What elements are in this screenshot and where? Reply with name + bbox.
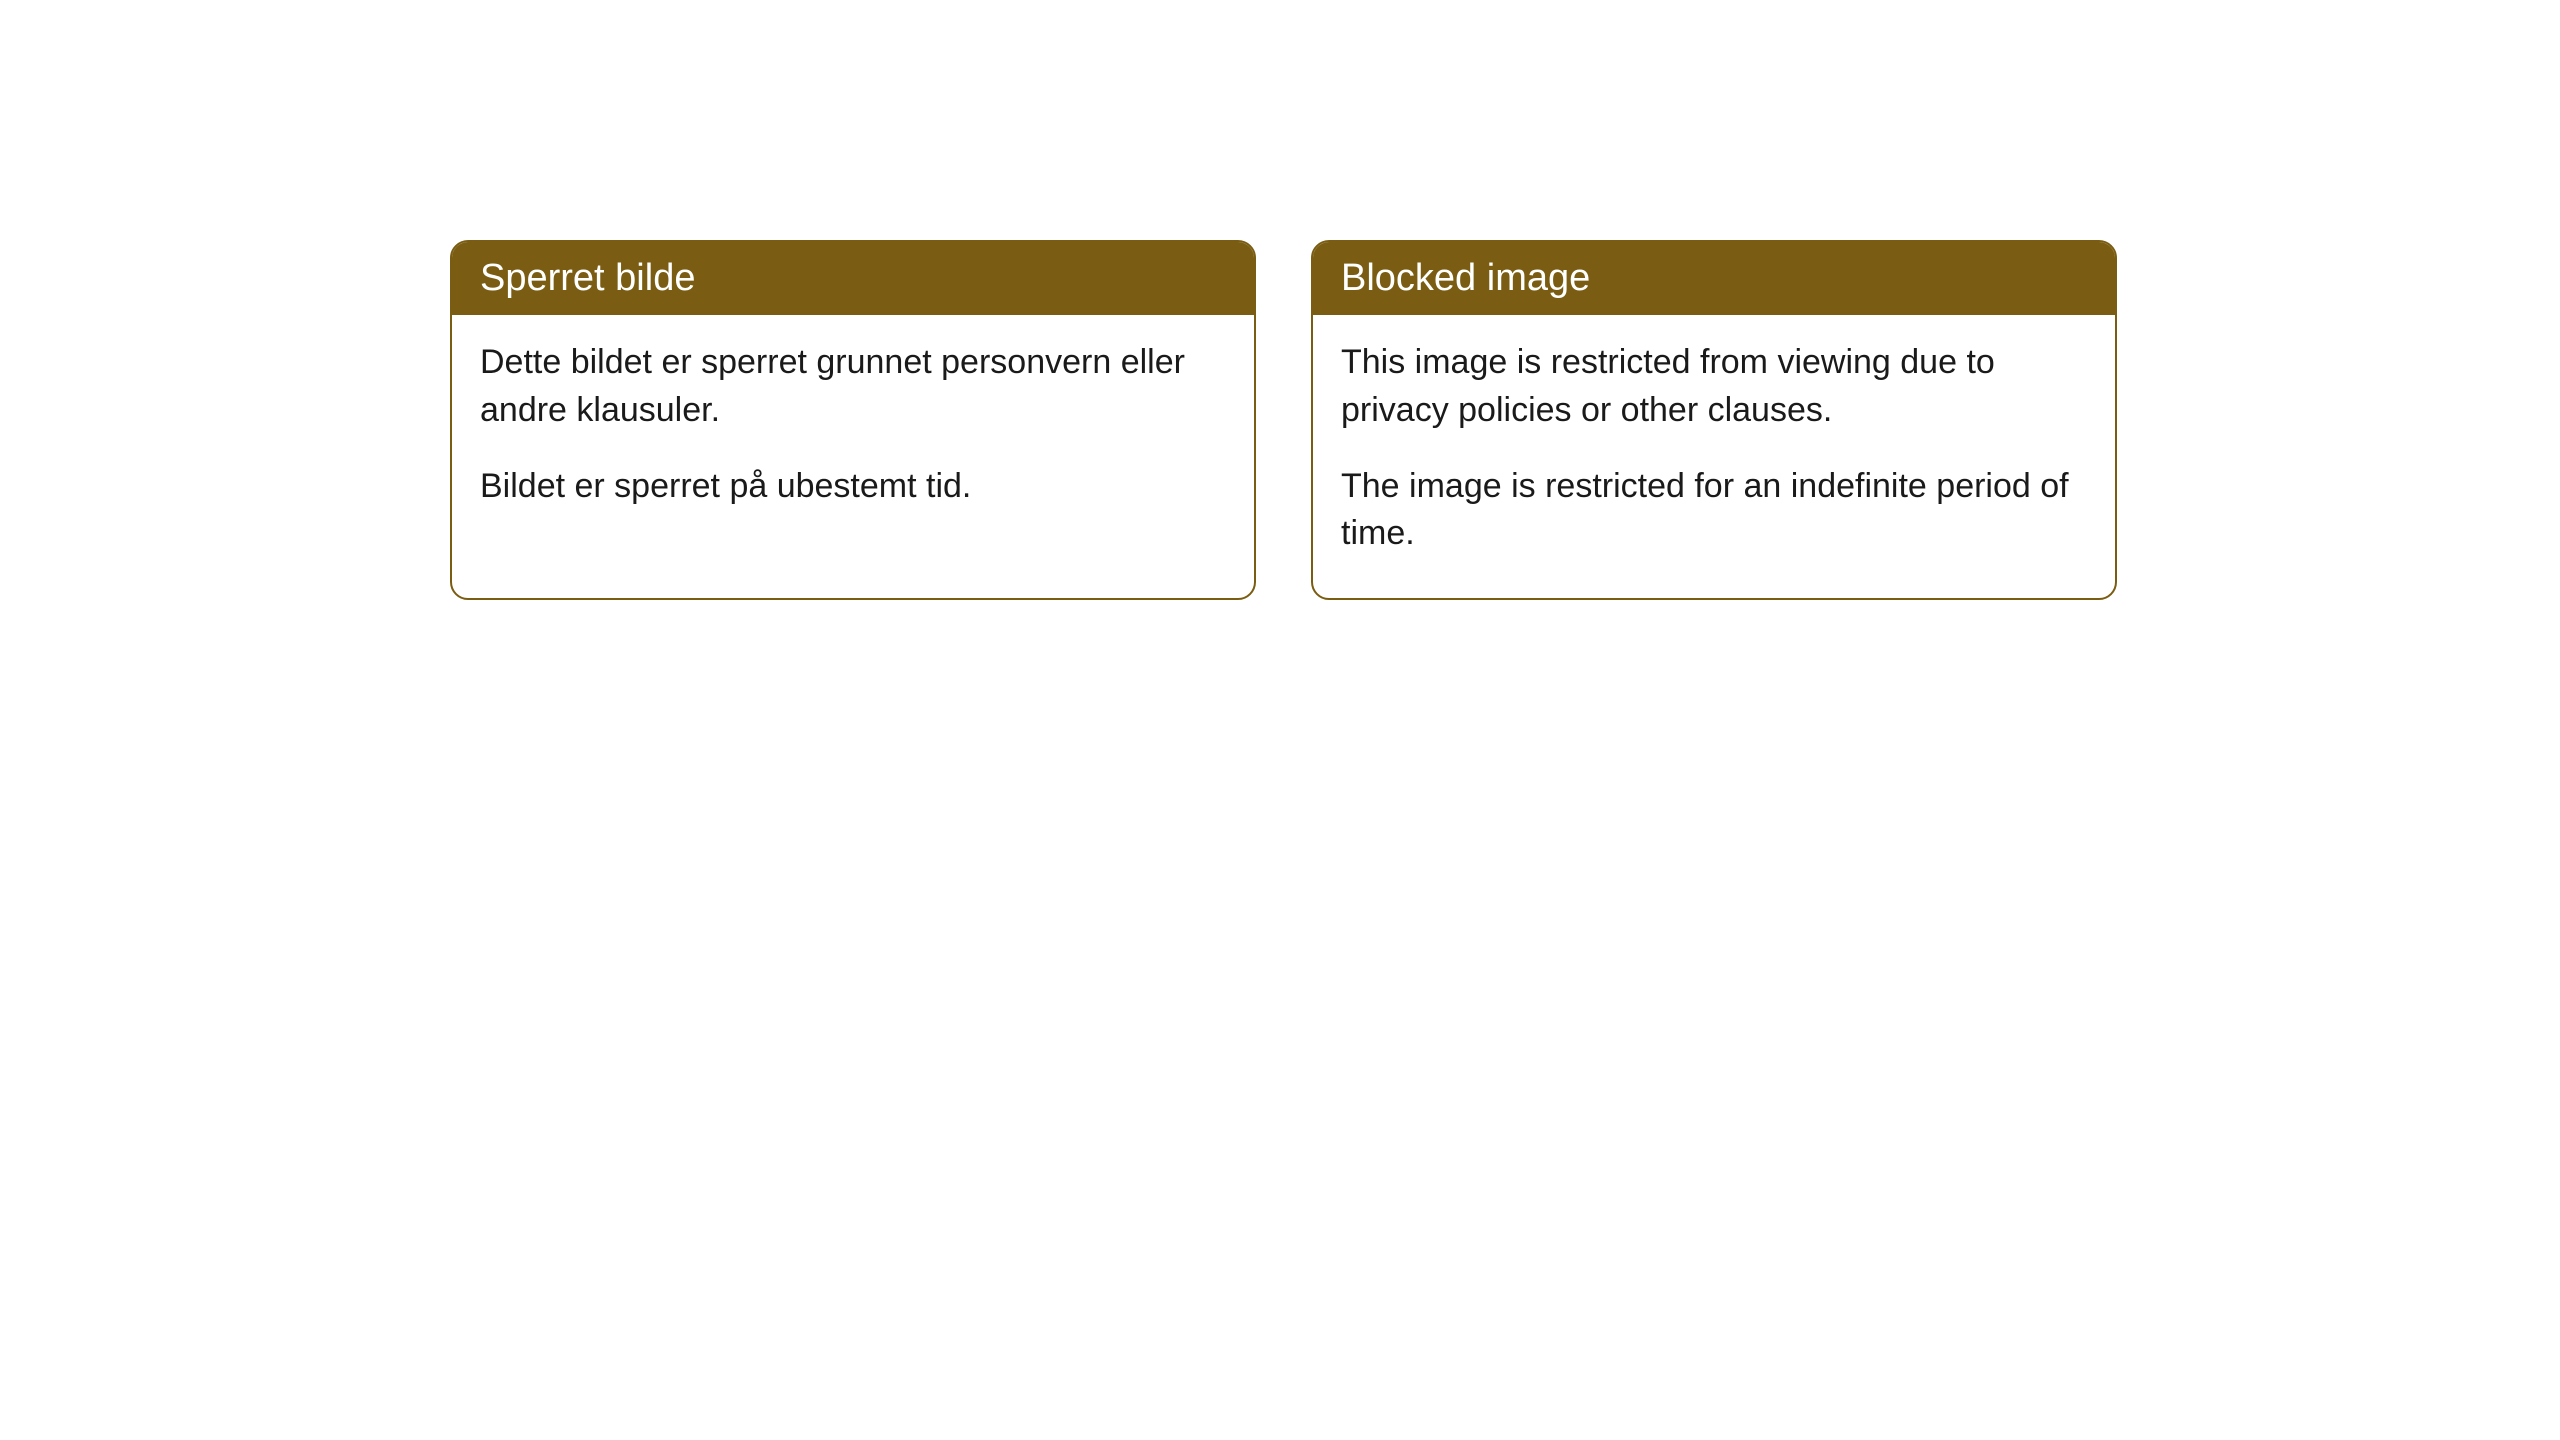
notice-title-norwegian: Sperret bilde [480, 257, 695, 299]
notice-container: Sperret bilde Dette bildet er sperret gr… [450, 240, 2117, 600]
notice-body-english: This image is restricted from viewing du… [1313, 315, 2115, 597]
notice-paragraph-2-norwegian: Bildet er sperret på ubestemt tid. [480, 463, 1226, 511]
notice-card-english: Blocked image This image is restricted f… [1311, 240, 2117, 600]
notice-header-norwegian: Sperret bilde [452, 242, 1254, 315]
notice-paragraph-1-norwegian: Dette bildet er sperret grunnet personve… [480, 339, 1226, 434]
notice-paragraph-2-english: The image is restricted for an indefinit… [1341, 463, 2087, 558]
notice-body-norwegian: Dette bildet er sperret grunnet personve… [452, 315, 1254, 550]
notice-title-english: Blocked image [1341, 257, 1590, 299]
notice-paragraph-1-english: This image is restricted from viewing du… [1341, 339, 2087, 434]
notice-header-english: Blocked image [1313, 242, 2115, 315]
notice-card-norwegian: Sperret bilde Dette bildet er sperret gr… [450, 240, 1256, 600]
